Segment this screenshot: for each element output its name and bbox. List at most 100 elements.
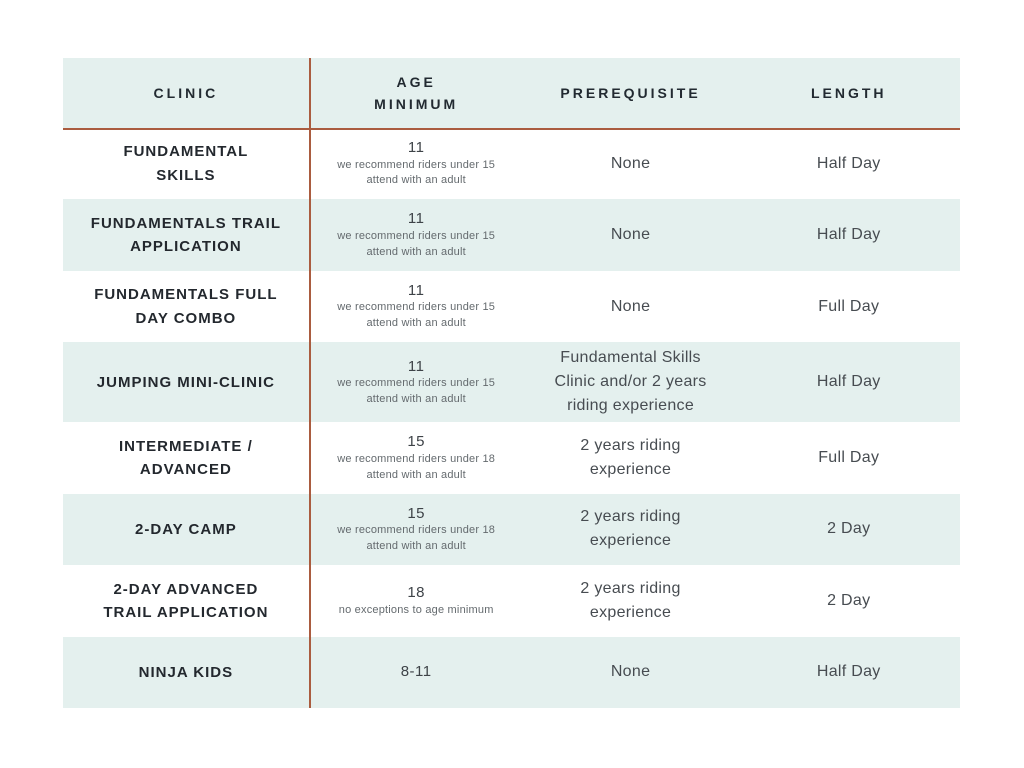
clinic-cell: FUNDAMENTALS FULL DAY COMBO [63,271,309,342]
age-minimum-note: attend with an adult [366,393,466,406]
length-cell: Half Day [738,637,960,708]
length-value: Half Day [816,226,881,244]
age-minimum-value: 11 [407,281,425,299]
prerequisite-value: riding experience [567,397,695,415]
table-row: JUMPING MINI-CLINIC 11 we recommend riders… [63,342,960,423]
table-row: 2-DAY ADVANCED TRAIL APPLICATION 18 no exce… [63,565,960,636]
age-minimum-value: 11 [407,210,425,228]
length-cell: Half Day [738,199,960,270]
age-minimum-cell: 8-11 [309,637,524,708]
table-row: FUNDAMENTAL SKILLS 11 we recommend riders u… [63,128,960,199]
prerequisite-cell: None [524,637,738,708]
prerequisite-value: 2 years riding [580,508,681,526]
age-minimum-cell: 11 we recommend riders under 15 attend wit… [309,128,524,199]
clinic-cell: FUNDAMENTALS TRAIL APPLICATION [63,199,309,270]
clinic-name: JUMPING MINI-CLINIC [96,373,275,391]
age-minimum-cell: 11 we recommend riders under 15 attend wit… [309,342,524,422]
column-header-age: AGE MINIMUM [309,58,524,128]
table-row: NINJA KIDS 8-11 None Half Day [63,636,960,708]
length-cell: 2 Day [738,494,960,565]
prerequisite-cell: 2 years riding experience [524,494,738,565]
age-minimum-value: 11 [407,139,425,157]
length-value: Full Day [818,297,880,315]
length-value: 2 Day [827,591,871,609]
column-header-label: CLINIC [153,84,219,101]
clinic-cell: INTERMEDIATE / ADVANCED [63,422,309,493]
length-value: Full Day [818,448,880,466]
clinic-name: INTERMEDIATE / [119,437,253,455]
table-row: FUNDAMENTALS FULL DAY COMBO 11 we recommend… [63,271,960,342]
table-row: INTERMEDIATE / ADVANCED 15 we recommend rid… [63,422,960,493]
prerequisite-value: 2 years riding [580,436,681,454]
length-cell: Full Day [738,271,960,342]
prerequisite-cell: None [524,199,738,270]
length-cell: Half Day [738,128,960,199]
length-value: 2 Day [827,520,871,538]
table-row: 2-DAY CAMP 15 we recommend riders under 18… [63,493,960,566]
column-header-clinic: CLINIC [63,58,309,128]
prerequisite-value: None [610,226,651,244]
clinic-cell: 2-DAY ADVANCED TRAIL APPLICATION [63,565,309,636]
age-minimum-value: 15 [407,433,426,451]
column-header-label: PREREQUISITE [560,84,701,101]
length-cell: Half Day [738,342,960,422]
prerequisite-value: 2 years riding [580,579,681,597]
clinic-name: SKILLS [156,166,216,184]
age-minimum-cell: 15 we recommend riders under 18 attend wit… [309,422,524,493]
table-body: FUNDAMENTAL SKILLS 11 we recommend riders u… [63,128,960,708]
clinic-name: DAY COMBO [135,309,237,327]
table-header-row: CLINIC AGE MINIMUM PREREQUISITE LENGTH [63,58,960,128]
prerequisite-value: None [610,663,651,681]
column-header-label: AGE [396,73,436,90]
clinic-name: FUNDAMENTALS TRAIL [90,214,281,232]
prerequisite-value: Fundamental Skills [560,349,701,367]
clinic-cell: NINJA KIDS [63,637,309,708]
clinic-name: FUNDAMENTAL [123,143,249,161]
age-minimum-note: we recommend riders under 15 [337,377,496,390]
age-minimum-note: no exceptions to age minimum [338,603,494,616]
age-minimum-note: attend with an adult [366,540,466,553]
column-header-label: LENGTH [810,84,887,101]
age-minimum-cell: 15 we recommend riders under 18 attend wit… [309,494,524,565]
clinic-name: FUNDAMENTALS FULL [94,286,278,304]
clinic-name: NINJA KIDS [138,663,234,681]
prerequisite-cell: 2 years riding experience [524,565,738,636]
prerequisite-cell: 2 years riding experience [524,422,738,493]
age-minimum-note: attend with an adult [366,245,466,258]
age-minimum-note: we recommend riders under 15 [337,229,496,242]
prerequisite-value: None [610,154,651,172]
clinic-name: TRAIL APPLICATION [103,603,269,621]
prerequisite-cell: None [524,128,738,199]
header-divider-line [63,128,960,130]
length-value: Half Day [816,154,881,172]
clinic-name: ADVANCED [139,460,232,478]
age-minimum-note: we recommend riders under 18 [337,452,496,465]
age-minimum-value: 11 [407,357,425,375]
clinic-name: 2-DAY ADVANCED [113,580,259,598]
clinic-name: APPLICATION [130,238,242,256]
age-minimum-cell: 11 we recommend riders under 15 attend wit… [309,271,524,342]
age-minimum-note: attend with an adult [366,317,466,330]
column-header-prereq: PREREQUISITE [524,58,738,128]
age-minimum-note: we recommend riders under 18 [337,524,496,537]
age-minimum-note: attend with an adult [366,174,466,187]
clinic-cell: FUNDAMENTAL SKILLS [63,128,309,199]
prerequisite-value: None [610,297,651,315]
table-row: FUNDAMENTALS TRAIL APPLICATION 11 we recomm… [63,199,960,271]
clinic-name: 2-DAY CAMP [135,520,237,538]
age-minimum-value: 8-11 [400,663,432,681]
age-minimum-value: 15 [407,504,426,522]
age-minimum-cell: 11 we recommend riders under 15 attend wit… [309,199,524,270]
age-minimum-cell: 18 no exceptions to age minimum [309,565,524,636]
length-cell: 2 Day [738,565,960,636]
age-minimum-note: we recommend riders under 15 [337,301,496,314]
prerequisite-cell: Fundamental Skills Clinic and/or 2 years r… [524,342,738,422]
column-header-length: LENGTH [738,58,960,128]
column-header-label: MINIMUM [374,96,459,112]
length-value: Half Day [816,663,881,681]
clinic-cell: JUMPING MINI-CLINIC [63,342,309,422]
length-value: Half Day [816,373,881,391]
clinic-schedule-table: CLINIC AGE MINIMUM PREREQUISITE LENGTH FUNDA… [63,58,960,708]
prerequisite-value: experience [589,603,672,621]
age-minimum-note: attend with an adult [366,468,466,481]
